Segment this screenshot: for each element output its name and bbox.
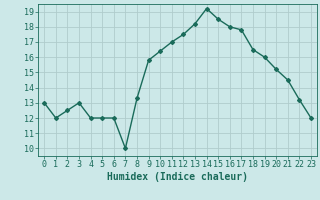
X-axis label: Humidex (Indice chaleur): Humidex (Indice chaleur) [107,172,248,182]
